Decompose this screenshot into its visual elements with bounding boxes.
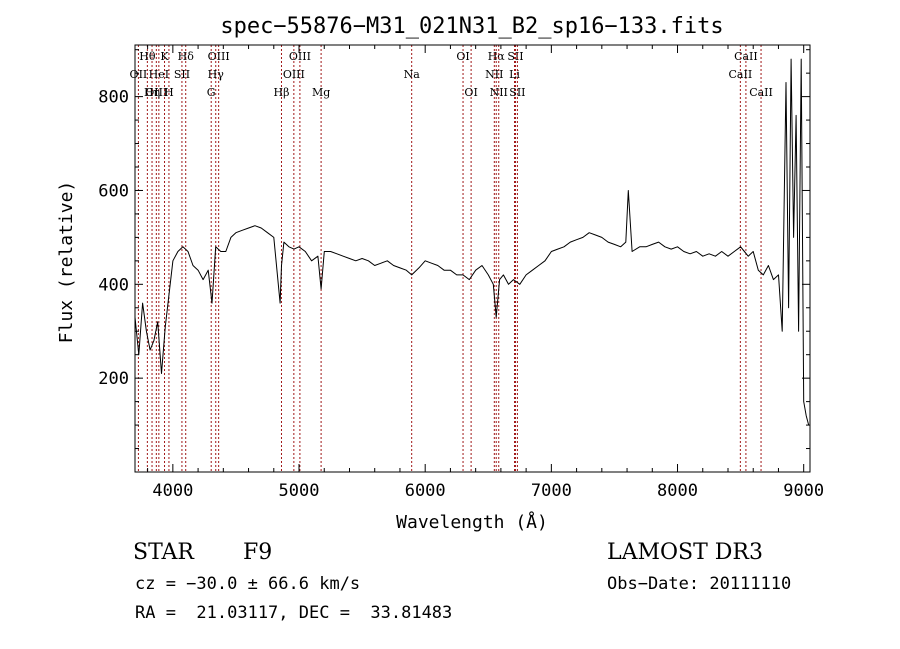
spectral-line-label: Hβ [274,86,290,99]
spectral-line-label: OIII [145,86,167,99]
y-tick-label: 600 [98,181,129,201]
plot-frame [134,44,811,473]
spectral-line-label: Hθ [139,50,156,63]
obs-date-text: Obs−Date: 20111110 [607,574,792,594]
spectral-line-label: CaII [749,86,773,99]
chart-title: spec−55876−M31_021N31_B2_sp16−133.fits [220,14,723,39]
y-axis-ticks: 200 400 600 800 [98,49,810,450]
spectral-line-label: K [160,50,169,63]
spectral-line-label: CaII [734,50,758,63]
spectral-line-label: Na [404,68,421,81]
spectral-line-label: G [207,86,216,99]
spectral-line-label: OI [464,86,477,99]
spectrum-series [134,58,810,426]
spectral-line-label: OIII [289,50,311,63]
spectral-line-label: SII [509,86,525,99]
spectral-line-label: SII [507,50,523,63]
x-tick-label: 9000 [783,481,824,501]
spectral-line-label: CaII [729,68,753,81]
x-tick-label: 5000 [279,481,320,501]
spectral-line-label: Hγ [208,68,225,81]
spectral-line-label: OIII [283,68,305,81]
y-tick-label: 200 [98,369,129,389]
spectral-line-label: Li [509,68,520,81]
survey-label: LAMOST DR3 [607,540,763,565]
spectral-line-label: Mg [312,86,330,99]
spectral-line-label: Hα [488,50,506,63]
y-axis-label: Flux (relative) [56,181,77,344]
spectrum-line [134,58,810,426]
spectral-line-label: HeI [149,68,169,81]
spectral-line-label: OIII [208,50,230,63]
coords-text: RA = 21.03117, DEC = 33.81483 [135,603,453,623]
spectral-line-label: Hδ [178,50,195,63]
y-tick-label: 800 [98,88,129,108]
spectral-line-label: Hη [144,86,160,99]
y-tick-label: 400 [98,275,129,295]
spectral-line-label: OI [456,50,469,63]
x-tick-label: 8000 [657,481,698,501]
spectral-line-label: SII [174,68,190,81]
spectral-line-label: H [164,86,174,99]
subclass-label: F9 [243,540,273,565]
spectral-line-label: OII [130,68,148,81]
x-tick-label: 7000 [531,481,572,501]
class-label: STAR [133,540,194,565]
x-tick-label: 6000 [405,481,446,501]
spectral-line-label: NII [490,86,508,99]
redshift-text: cz = −30.0 ± 66.6 km/s [135,574,361,594]
x-axis-label: Wavelength (Å) [396,511,548,533]
x-tick-label: 4000 [152,481,193,501]
x-axis-ticks: 4000 5000 6000 7000 8000 9000 [147,45,824,501]
spectral-line-label: NII [485,68,503,81]
